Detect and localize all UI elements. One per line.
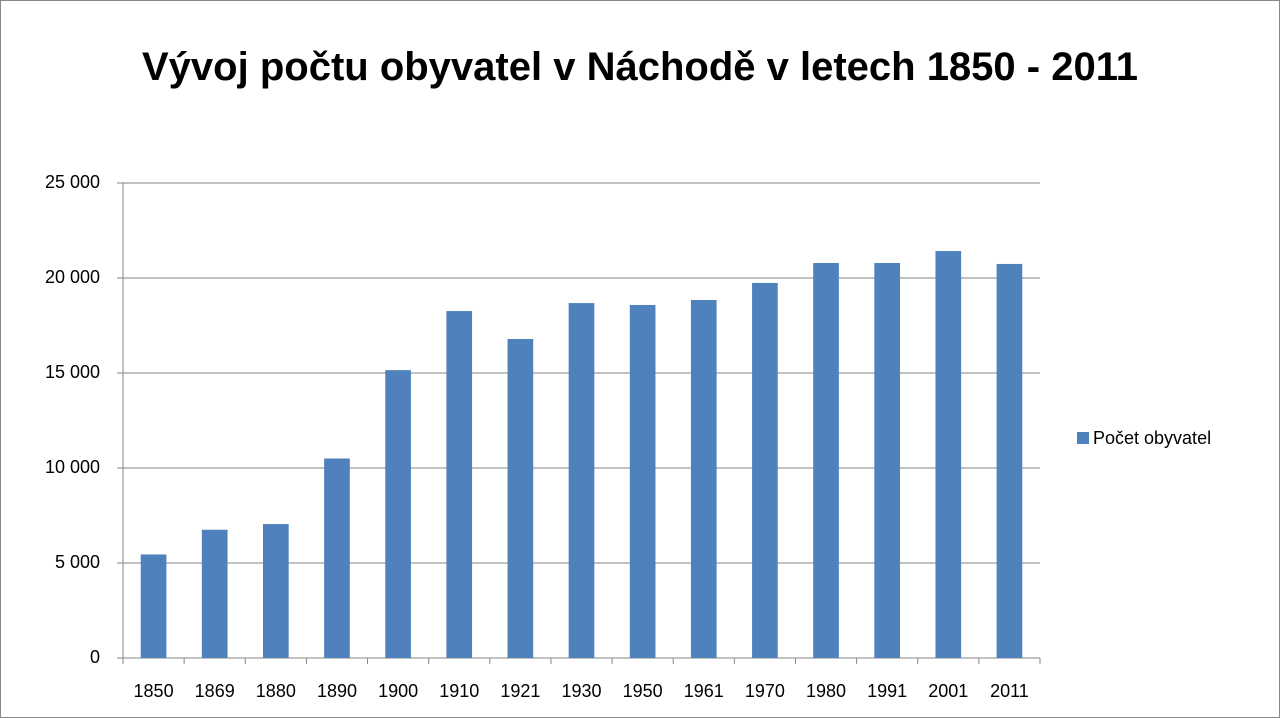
bar — [874, 262, 901, 658]
x-tick-label: 1869 — [195, 681, 235, 701]
x-tick-label: 1961 — [684, 681, 724, 701]
x-tick-label: 1880 — [256, 681, 296, 701]
x-tick-label: 1900 — [378, 681, 418, 701]
bar — [507, 338, 534, 658]
x-tick-label: 1991 — [867, 681, 907, 701]
bar — [568, 303, 595, 658]
x-tick-label: 1890 — [317, 681, 357, 701]
bar — [752, 282, 778, 658]
chart-title: Vývoj počtu obyvatel v Náchodě v letech … — [142, 45, 1138, 89]
y-tick-label: 15 000 — [45, 362, 100, 382]
x-tick-label: 1970 — [745, 681, 785, 701]
bar — [262, 524, 289, 658]
y-tick-label: 5 000 — [55, 552, 100, 572]
legend-swatch — [1077, 432, 1089, 444]
x-tick-label: 1930 — [561, 681, 601, 701]
bar — [996, 263, 1023, 658]
y-tick-label: 0 — [90, 647, 100, 667]
bar — [385, 370, 411, 658]
bar — [140, 554, 167, 658]
y-tick-label: 25 000 — [45, 172, 100, 192]
x-tick-label: 2001 — [928, 681, 968, 701]
y-tick-label: 20 000 — [45, 267, 100, 287]
legend-label: Počet obyvatel — [1093, 428, 1211, 448]
bar — [690, 300, 717, 658]
x-tick-label: 1950 — [623, 681, 663, 701]
y-tick-label: 10 000 — [45, 457, 100, 477]
bar — [629, 304, 656, 658]
x-tick-label: 1850 — [134, 681, 174, 701]
bar — [446, 311, 473, 658]
x-tick-label: 1980 — [806, 681, 846, 701]
bar — [201, 529, 228, 658]
x-tick-label: 2011 — [990, 681, 1029, 701]
x-tick-label: 1910 — [439, 681, 479, 701]
bar — [324, 458, 350, 658]
bar — [935, 251, 962, 658]
bar — [813, 262, 839, 658]
x-tick-label: 1921 — [500, 681, 540, 701]
